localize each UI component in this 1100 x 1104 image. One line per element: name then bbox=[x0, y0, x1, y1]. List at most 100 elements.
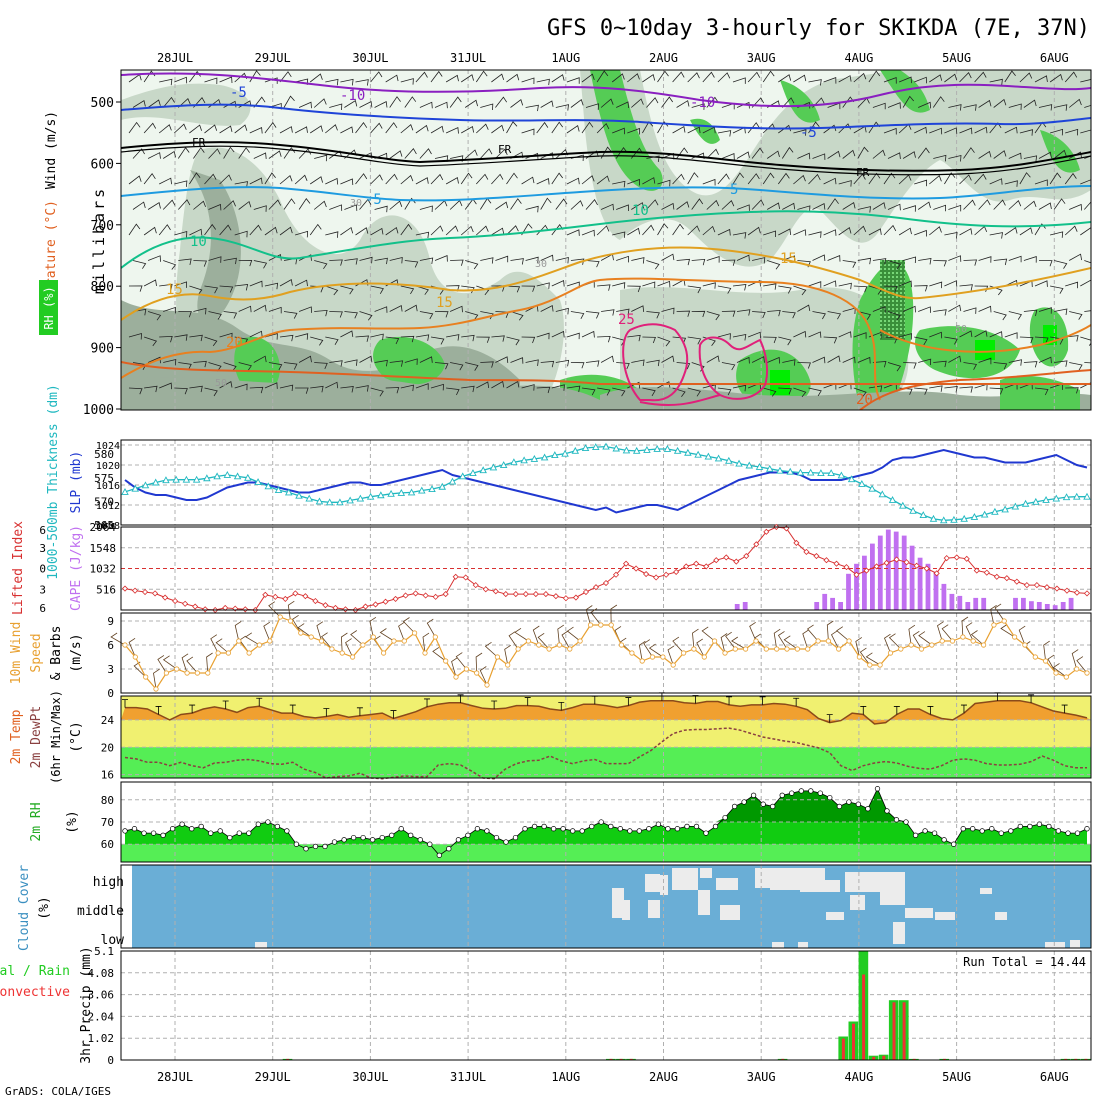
contour-label: -10 bbox=[340, 88, 365, 104]
wind-barb bbox=[434, 362, 449, 370]
thickness-point bbox=[1062, 493, 1071, 501]
wind-barb bbox=[627, 73, 640, 83]
rh2m-point bbox=[369, 837, 376, 843]
rh2m-point bbox=[550, 826, 557, 832]
wind-speed-point bbox=[691, 646, 697, 652]
lifted-tick-label: 3 bbox=[39, 583, 46, 596]
thickness-point bbox=[980, 510, 989, 518]
wind-barb bbox=[702, 282, 716, 289]
wind-barb bbox=[797, 362, 811, 369]
rh2m-point bbox=[465, 832, 471, 838]
wind-barb bbox=[204, 124, 218, 134]
wind-barb bbox=[823, 177, 837, 185]
wind-barb bbox=[720, 633, 728, 654]
wind-barb bbox=[585, 311, 600, 319]
wind-barb bbox=[551, 74, 565, 83]
wind-barb bbox=[521, 336, 536, 344]
thickness-point bbox=[438, 482, 447, 490]
wind-barb bbox=[963, 259, 978, 266]
cloud-row-label: high bbox=[93, 875, 124, 890]
wind-speed-point bbox=[401, 638, 407, 644]
rh2m-point bbox=[912, 832, 919, 838]
wind-barb bbox=[249, 177, 263, 185]
wind-barb bbox=[162, 150, 176, 159]
precip-tick-label: 0 bbox=[107, 1054, 114, 1067]
thickness-point bbox=[725, 456, 733, 464]
cape-bar bbox=[893, 531, 899, 610]
thickness-point bbox=[1052, 494, 1061, 502]
wind-barb bbox=[691, 198, 704, 210]
wind-barb bbox=[1019, 129, 1033, 136]
wind-barb bbox=[797, 304, 811, 312]
wind-barb bbox=[283, 95, 295, 108]
cape-bar bbox=[925, 563, 931, 610]
temp-errorbar bbox=[155, 706, 162, 715]
wind-barb bbox=[631, 359, 645, 367]
temp-errorbar bbox=[390, 710, 397, 719]
wind-barb bbox=[465, 260, 479, 270]
wind-barb bbox=[536, 386, 551, 394]
rh2m-unit-label: (%) bbox=[65, 810, 80, 833]
wind-barb bbox=[993, 98, 1007, 108]
wind-barb bbox=[1065, 128, 1079, 136]
wind-speed-point bbox=[856, 654, 863, 660]
wind-barb bbox=[178, 258, 192, 265]
thickness-point bbox=[551, 451, 559, 459]
wind-speed-point bbox=[960, 634, 966, 640]
wind-barb bbox=[510, 198, 522, 210]
wind-speed-point bbox=[991, 622, 997, 628]
rh2m-point bbox=[189, 826, 195, 832]
lifted-index-point bbox=[302, 593, 309, 600]
wind-barb bbox=[933, 260, 947, 267]
temp-tick-label: 16 bbox=[101, 769, 114, 782]
temp-errorbar bbox=[356, 707, 363, 716]
wind-barb bbox=[480, 311, 494, 320]
cloud-block bbox=[716, 878, 738, 890]
thickness-point bbox=[141, 481, 150, 489]
date-label-top: 6AUG bbox=[1040, 51, 1069, 65]
slp-tick-label: 1016 bbox=[96, 481, 120, 492]
lifted-index-point bbox=[963, 555, 970, 562]
wind-barb bbox=[706, 256, 720, 263]
wind-speed-point bbox=[805, 646, 811, 652]
wind-barb bbox=[298, 101, 312, 109]
wind-barb bbox=[540, 360, 555, 368]
wind-barb bbox=[1084, 260, 1091, 264]
temp-errorbar bbox=[726, 696, 733, 705]
wind-speed-point bbox=[411, 630, 418, 636]
cloud-axis-label: Cloud Cover bbox=[17, 865, 32, 951]
wind-barb bbox=[631, 98, 644, 108]
wind-barb bbox=[430, 125, 444, 134]
wind-barb bbox=[732, 77, 746, 84]
rh2m-point bbox=[312, 843, 319, 850]
cape-bar bbox=[734, 604, 740, 610]
lifted-index-point bbox=[362, 603, 369, 610]
wind-barb bbox=[344, 258, 358, 265]
upper-y-tick-label: 800 bbox=[91, 280, 114, 295]
upper-y-tick-label: 900 bbox=[91, 342, 114, 357]
wind-barb bbox=[857, 206, 871, 213]
wind-barb bbox=[1053, 198, 1066, 210]
wind-barb bbox=[525, 104, 539, 112]
temp-errorbar bbox=[424, 698, 431, 707]
wind-barb bbox=[510, 99, 524, 108]
wind-barb bbox=[797, 152, 811, 160]
thickness-point bbox=[888, 496, 897, 503]
cape-bar bbox=[1044, 604, 1050, 610]
wind-barb bbox=[1080, 179, 1091, 185]
wind-barb bbox=[993, 362, 1008, 370]
wind-barb bbox=[616, 255, 629, 263]
wind-barb bbox=[158, 124, 172, 134]
wind-barb bbox=[147, 99, 161, 108]
wind-barb bbox=[128, 285, 143, 292]
cloud-block bbox=[800, 880, 840, 892]
wind-barb bbox=[536, 121, 549, 134]
lifted-index-point bbox=[612, 571, 620, 578]
temp-errorbar bbox=[323, 708, 330, 717]
wind-barb bbox=[475, 70, 488, 83]
temp-errorbar bbox=[994, 692, 1001, 701]
wind-barb bbox=[781, 146, 794, 159]
rh2m-point bbox=[760, 801, 766, 807]
cloud-block bbox=[845, 872, 905, 892]
wind-barb bbox=[721, 362, 736, 371]
